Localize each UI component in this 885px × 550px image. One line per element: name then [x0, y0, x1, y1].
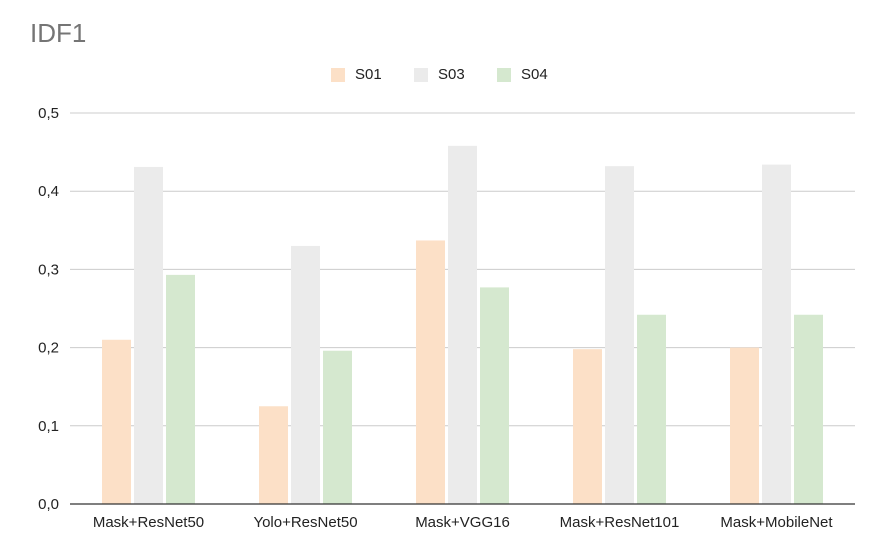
- legend-label-s03: S03: [438, 66, 465, 83]
- bar: [134, 166, 163, 504]
- bar: [480, 287, 509, 504]
- bar: [573, 349, 602, 504]
- bar: [637, 314, 666, 504]
- y-tick-label: 0,1: [38, 418, 59, 435]
- chart-legend: S01 S03 S04: [0, 66, 885, 90]
- bar: [166, 274, 195, 504]
- legend-label-s04: S04: [521, 66, 548, 83]
- bar: [102, 339, 131, 504]
- bar: [416, 240, 445, 504]
- x-tick-label: Mask+ResNet101: [560, 514, 680, 531]
- bar: [794, 314, 823, 504]
- legend-item-s04: S04: [497, 66, 548, 83]
- bar: [605, 166, 634, 504]
- bar: [291, 245, 320, 504]
- legend-swatch-s03: [414, 67, 428, 82]
- x-tick-label: Mask+VGG16: [415, 514, 510, 531]
- bar: [259, 406, 288, 504]
- bar: [323, 350, 352, 504]
- legend-item-s03: S03: [414, 66, 465, 83]
- y-tick-label: 0,0: [38, 496, 59, 513]
- legend-item-s01: S01: [331, 66, 382, 83]
- x-tick-label: Mask+ResNet50: [93, 514, 204, 531]
- bar: [448, 145, 477, 504]
- x-tick-label: Mask+MobileNet: [720, 514, 833, 531]
- legend-swatch-s01: [331, 67, 345, 82]
- y-tick-label: 0,5: [38, 105, 59, 122]
- y-tick-label: 0,4: [38, 183, 59, 200]
- y-tick-label: 0,2: [38, 340, 59, 357]
- chart-title: IDF1: [30, 18, 87, 48]
- bar: [762, 164, 791, 504]
- bar: [730, 347, 759, 504]
- legend-label-s01: S01: [355, 66, 382, 83]
- legend-swatch-s04: [497, 67, 511, 82]
- y-tick-label: 0,3: [38, 261, 59, 278]
- x-tick-label: Yolo+ResNet50: [253, 514, 357, 531]
